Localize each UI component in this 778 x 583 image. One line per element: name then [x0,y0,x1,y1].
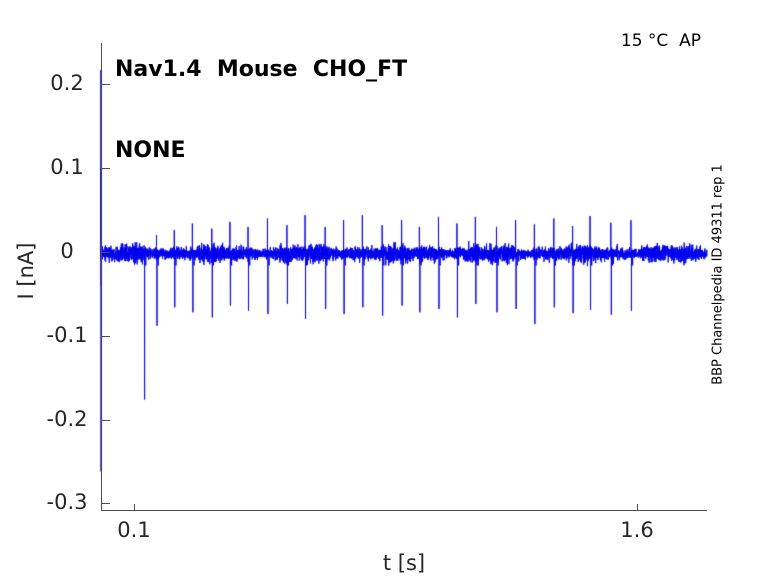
y-tick-label: -0.3 [46,490,88,515]
y-tick-label: 0 [60,239,74,263]
y-axis-line [101,43,102,511]
plot-title: Nav1.4 Mouse CHO_FT NONE [115,2,407,218]
x-axis-line [101,510,707,511]
y-tick [102,503,110,505]
y-tick-label: -0.1 [46,322,88,347]
x-tick-label: 0.1 [117,518,151,542]
channelpedia-id-label: BBP Channelpedia ID 49311 rep 1 [710,164,726,385]
temperature-annotation: 15 °C AP [620,31,701,51]
x-tick [134,504,135,510]
y-axis-label: I [nA] [14,242,38,300]
y-tick-label: 0.2 [50,71,84,96]
y-tick [102,335,110,337]
y-tick [102,252,110,253]
x-tick-label: 1.6 [620,518,654,542]
y-tick [102,84,110,86]
plot-title-line2: NONE [115,138,186,163]
plot-title-line1: Nav1.4 Mouse CHO_FT [115,57,408,82]
x-axis-label: t [s] [382,551,426,575]
y-tick-label: 0.1 [50,155,84,180]
x-tick [637,504,638,510]
y-tick [102,419,110,421]
y-tick [102,168,110,170]
y-tick-label: -0.2 [46,406,88,431]
